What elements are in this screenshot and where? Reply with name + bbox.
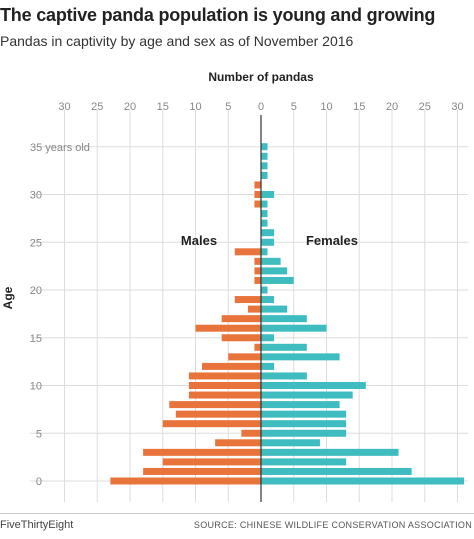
bar-female — [261, 171, 268, 179]
bar-male — [234, 296, 261, 304]
bar-female — [261, 162, 268, 170]
footer-divider — [0, 513, 474, 514]
x-tick-label: 20 — [386, 101, 398, 113]
y-tick-label: 0 — [36, 476, 42, 488]
x-tick-label: 0 — [258, 101, 264, 113]
y-axis-title: Age — [1, 286, 15, 309]
bar-male — [202, 362, 261, 370]
bar-female — [261, 401, 340, 409]
bar-female — [261, 219, 268, 227]
bar-male — [234, 248, 261, 256]
bar-female — [261, 315, 307, 323]
x-tick-label: 30 — [451, 101, 463, 113]
bar-male — [188, 372, 261, 380]
bar-female — [261, 448, 399, 456]
bar-male — [188, 382, 261, 389]
bar-female — [261, 305, 288, 313]
bar-male — [175, 410, 261, 418]
bar-male — [254, 267, 261, 275]
x-tick-label: 20 — [124, 101, 136, 113]
y-tick-label: 35 years old — [30, 142, 90, 154]
y-tick-label: 15 — [30, 333, 42, 345]
bar-male — [247, 305, 261, 313]
chart-title: The captive panda population is young an… — [0, 5, 436, 25]
bar-male — [143, 467, 261, 475]
bar-female — [261, 467, 412, 475]
bar-female — [261, 267, 288, 275]
bar-male — [221, 334, 261, 342]
y-tick-label: 25 — [30, 237, 42, 249]
bar-female — [261, 439, 320, 447]
bar-male — [162, 420, 261, 428]
population-pyramid-chart: 30 25 20 15 10 5 0 5 10 15 20 25 30 35 years old 30 25… — [1, 70, 468, 502]
bar-female — [261, 429, 347, 437]
bar-female — [261, 229, 275, 237]
footer-source: SOURCE: CHINESE WILDLIFE CONSERVATION AS… — [193, 520, 472, 530]
x-tick-label: 5 — [225, 101, 231, 113]
bars — [110, 143, 465, 485]
x-tick-label: 10 — [320, 101, 332, 113]
x-tick-label: 5 — [291, 101, 297, 113]
bar-male — [254, 257, 261, 265]
bar-female — [261, 143, 268, 151]
y-tick-label: 20 — [30, 285, 42, 297]
bar-male — [215, 439, 261, 447]
bar-female — [261, 372, 307, 380]
bar-female — [261, 238, 275, 246]
chart-subtitle: Pandas in captivity by age and sex as of… — [0, 33, 354, 49]
x-tick-label: 10 — [189, 101, 201, 113]
y-tick-label: 30 — [30, 190, 42, 202]
bar-female — [261, 353, 340, 361]
bar-female — [261, 343, 307, 351]
bar-female — [261, 248, 268, 256]
x-tick-label: 25 — [419, 101, 431, 113]
bar-female — [261, 420, 347, 428]
legend-label-males: Males — [181, 233, 217, 248]
bar-female — [261, 191, 275, 198]
bar-male — [241, 429, 261, 437]
bar-male — [254, 181, 261, 189]
bar-male — [221, 315, 261, 323]
x-tick-label: 15 — [353, 101, 365, 113]
bar-female — [261, 477, 465, 485]
x-tick-label: 25 — [91, 101, 103, 113]
x-tick-label: 15 — [157, 101, 169, 113]
bar-female — [261, 257, 281, 265]
bar-male — [169, 401, 261, 409]
bar-male — [162, 458, 261, 466]
bar-female — [261, 324, 327, 332]
bar-female — [261, 296, 275, 304]
bar-male — [188, 391, 261, 399]
bar-female — [261, 410, 347, 418]
legend-label-females: Females — [306, 233, 358, 248]
bar-female — [261, 200, 268, 208]
bar-male — [143, 448, 261, 456]
x-tick-labels: 30 25 20 15 10 5 0 5 10 15 20 25 30 — [58, 101, 463, 113]
bar-female — [261, 334, 275, 342]
x-tick-label: 30 — [58, 101, 70, 113]
bar-male — [254, 276, 261, 284]
x-axis-title: Number of pandas — [208, 70, 314, 84]
bar-female — [261, 286, 268, 294]
bar-male — [228, 353, 261, 361]
y-tick-label: 10 — [30, 381, 42, 393]
footer-credit: FiveThirtyEight — [0, 519, 74, 531]
bar-female — [261, 391, 353, 399]
bar-male — [254, 343, 261, 351]
bar-male — [195, 324, 261, 332]
y-tick-label: 5 — [36, 428, 42, 440]
bar-male — [110, 477, 261, 485]
y-tick-labels: 35 years old 30 25 20 15 10 5 0 — [30, 142, 90, 488]
bar-female — [261, 382, 366, 389]
bar-female — [261, 362, 275, 370]
bar-male — [254, 200, 261, 208]
bar-male — [254, 191, 261, 198]
bar-female — [261, 276, 294, 284]
bar-female — [261, 458, 347, 466]
bar-female — [261, 152, 268, 160]
bar-female — [261, 210, 268, 218]
